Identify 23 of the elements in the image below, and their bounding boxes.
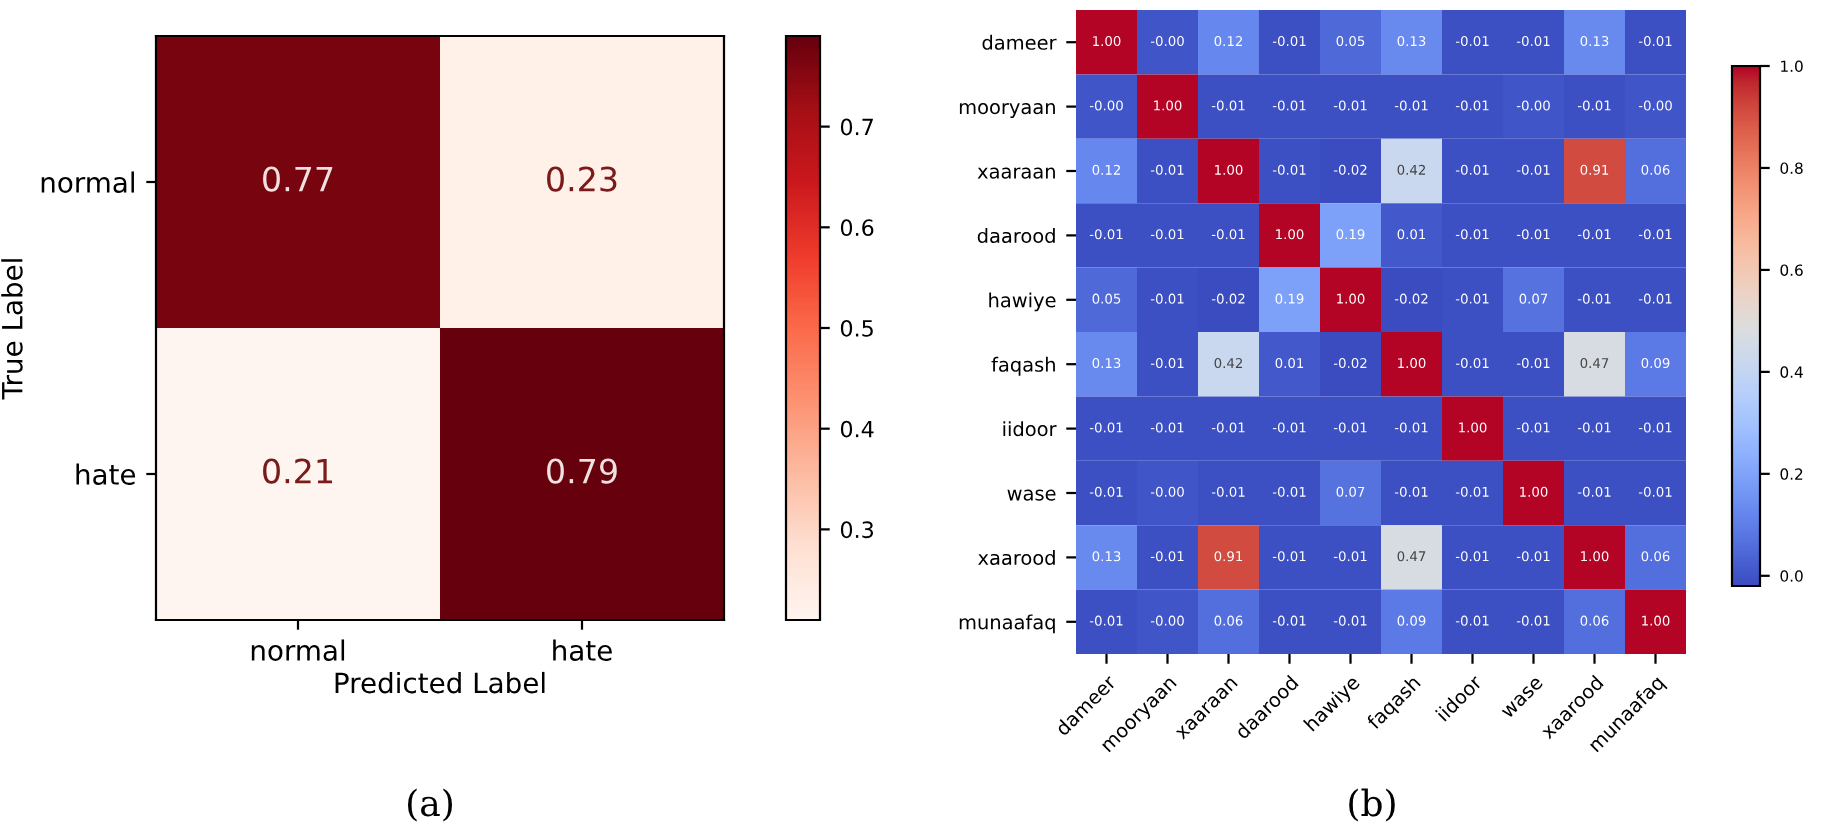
data-label: 0.23 — [547, 166, 617, 192]
y-tick-label: faqash — [991, 356, 1055, 376]
data-label: 0.79 — [547, 458, 617, 484]
y-axis-title: True Label — [1, 259, 23, 400]
y-tick-label: dameer — [982, 34, 1057, 50]
y-tick-label: hawiye — [989, 292, 1056, 312]
color-bar-label: 0.5 — [840, 319, 873, 337]
y-tick-label: iidoor — [1003, 421, 1057, 437]
color-bar-label: 0.3 — [840, 521, 873, 539]
x-axis-title: Predicted Label — [335, 671, 545, 694]
y-tick-label: wase — [1007, 489, 1056, 501]
y-tick-label: mooryaan — [959, 103, 1055, 119]
text: (b) — [1349, 788, 1395, 822]
y-tick-label: daarood — [977, 228, 1055, 244]
text: (a) — [408, 788, 452, 822]
data-label: 0.77 — [263, 166, 333, 192]
color-bar-label: 0.4 — [840, 420, 874, 438]
y-tick-label: xaarood — [978, 550, 1055, 566]
y-tick-label: munaafaq — [959, 614, 1055, 634]
y-tick-label: xaaraan — [977, 167, 1055, 179]
color-bar-label: 0.7 — [840, 118, 873, 136]
data-label: 0.21 — [263, 458, 333, 484]
color-bar-label: 0.6 — [840, 219, 874, 237]
